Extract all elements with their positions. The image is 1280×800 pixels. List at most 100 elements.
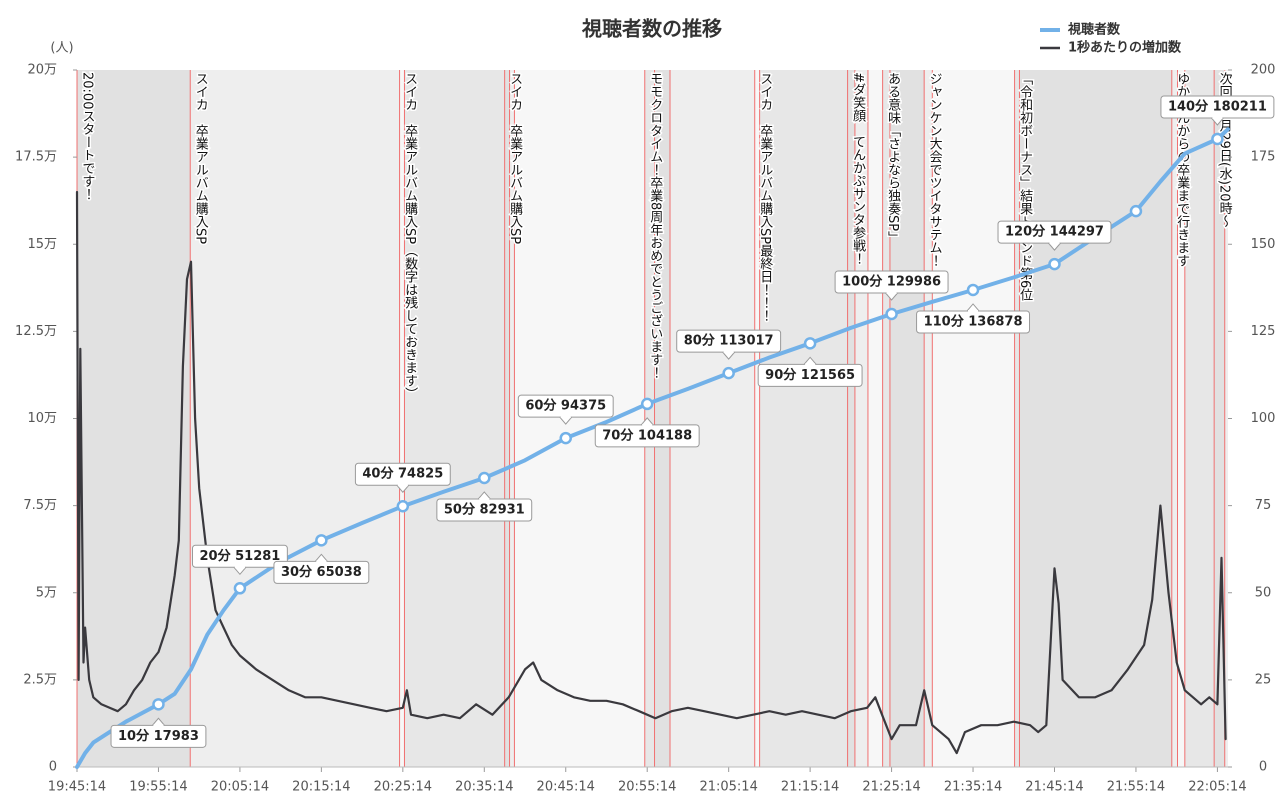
data-label-pointer	[966, 303, 980, 312]
x-tick-label: 21:45:14	[1025, 780, 1083, 795]
event-label: #ダ笑顔 てんかぷサンタ参戦！	[850, 72, 866, 265]
event-label: 20:00スタートです！	[80, 72, 95, 200]
data-label-text: 20分 51281	[199, 548, 280, 564]
event-band	[509, 70, 515, 767]
data-label: 110分 136878	[916, 303, 1031, 334]
data-label-text: 60分 94375	[525, 398, 606, 414]
event-band	[77, 70, 191, 767]
data-label-text: 90分 121565	[765, 367, 855, 383]
data-label: 10分 17983	[110, 717, 207, 748]
event-band	[1171, 70, 1178, 767]
event-label: ゆかりんからの卒業まで行きます	[1174, 72, 1190, 267]
data-label-text: 50分 82931	[444, 501, 525, 517]
x-tick-label: 20:25:14	[374, 780, 432, 795]
data-label: 140分 180211	[1160, 95, 1275, 126]
data-label-text: 70分 104188	[602, 427, 692, 443]
x-tick-label: 20:55:14	[618, 780, 676, 795]
data-label-text: 80分 113017	[684, 333, 774, 349]
event-band	[1014, 70, 1020, 767]
y2-tick-label: 25	[1255, 672, 1272, 687]
data-point	[1048, 257, 1061, 271]
data-label-pointer	[152, 717, 165, 726]
event-band	[504, 70, 510, 767]
data-point	[559, 431, 572, 445]
x-tick-label: 21:35:14	[944, 780, 1002, 795]
event-band	[759, 70, 848, 767]
event-band	[1184, 70, 1215, 767]
y-tick-label: 2.5万	[23, 672, 57, 687]
data-label: 120分 144297	[997, 220, 1112, 251]
y2-tick-label: 150	[1251, 237, 1276, 252]
data-label-pointer	[640, 417, 654, 426]
x-tick-label: 21:05:14	[699, 780, 757, 795]
event-band	[1019, 70, 1172, 767]
y2-tick-label: 125	[1251, 324, 1276, 339]
data-point	[396, 499, 410, 513]
data-label-pointer	[1211, 117, 1224, 126]
event-band	[882, 70, 890, 767]
data-label-pointer	[885, 292, 898, 301]
data-label-text: 120分 144297	[1005, 224, 1104, 240]
event-band	[404, 70, 505, 767]
y-tick-label: 5万	[36, 585, 57, 600]
data-label-pointer	[722, 351, 736, 360]
chart-title: 視聴者数の推移	[581, 17, 722, 41]
y2-tick-label: 200	[1251, 63, 1276, 78]
event-band	[644, 70, 655, 767]
data-label-text: 100分 129986	[842, 273, 941, 289]
y-tick-label: 12.5万	[15, 324, 57, 339]
data-point	[233, 582, 247, 595]
event-band	[754, 70, 760, 767]
event-band	[1214, 70, 1225, 767]
data-label-text: 30分 65038	[281, 564, 362, 580]
data-label-pointer	[314, 553, 328, 562]
legend-label: 視聴者数	[1067, 22, 1121, 38]
event-label: モモクロタイム！卒業8周年おめでとうございます！	[647, 72, 663, 379]
event-band	[190, 70, 400, 767]
event-band	[514, 70, 645, 767]
x-tick-label: 21:15:14	[781, 780, 839, 795]
x-tick-label: 19:55:14	[129, 780, 187, 795]
event-band	[1224, 70, 1228, 767]
data-point	[315, 534, 328, 547]
event-label: スイカ 卒業アルバム購入SP	[507, 72, 523, 244]
event-band	[670, 70, 755, 767]
event-band	[932, 70, 1015, 767]
event-label: 次回は5月29日(水)20時〜	[1217, 72, 1233, 228]
data-label-pointer	[396, 484, 410, 494]
event-band	[654, 70, 671, 767]
event-label: ジャンケン大会でツイタサテム！	[927, 72, 943, 267]
data-label: 100分 129986	[834, 270, 949, 301]
data-label: 40分 74825	[354, 462, 451, 494]
event-band	[847, 70, 855, 767]
y-tick-label: 15万	[27, 237, 57, 252]
data-label-text: 40分 74825	[362, 466, 443, 482]
data-point	[722, 366, 735, 380]
data-label-text: 110分 136878	[924, 313, 1023, 329]
legend-label: 1秒あたりの増加数	[1068, 40, 1182, 56]
data-label: 20分 51281	[191, 544, 288, 576]
event-band	[924, 70, 933, 767]
x-tick-label: 21:55:14	[1107, 780, 1165, 795]
event-label: スイカ 卒業アルバム購入SP最終日！！！	[757, 72, 773, 322]
event-band	[1177, 70, 1185, 767]
event-band	[889, 70, 925, 767]
data-label: 50分 82931	[436, 491, 533, 522]
y2-tick-label: 175	[1251, 150, 1276, 165]
y-tick-label: 17.5万	[15, 150, 57, 165]
y2-tick-label: 75	[1255, 498, 1272, 513]
x-tick-label: 20:45:14	[537, 780, 595, 795]
y-tick-label: 0	[49, 760, 57, 775]
data-label-pointer	[233, 566, 247, 576]
x-tick-label: 20:05:14	[211, 780, 269, 795]
data-label-pointer	[559, 416, 573, 425]
y-tick-label: 7.5万	[23, 498, 57, 513]
y2-tick-label: 0	[1259, 760, 1267, 775]
data-point	[640, 397, 654, 411]
data-point	[152, 698, 165, 711]
data-point	[966, 283, 980, 297]
y-axis-unit: (人)	[50, 41, 73, 56]
data-label: 30分 65038	[273, 553, 370, 584]
event-label: 「令和初ボーナス」結果トレンド第6位	[1017, 72, 1033, 302]
